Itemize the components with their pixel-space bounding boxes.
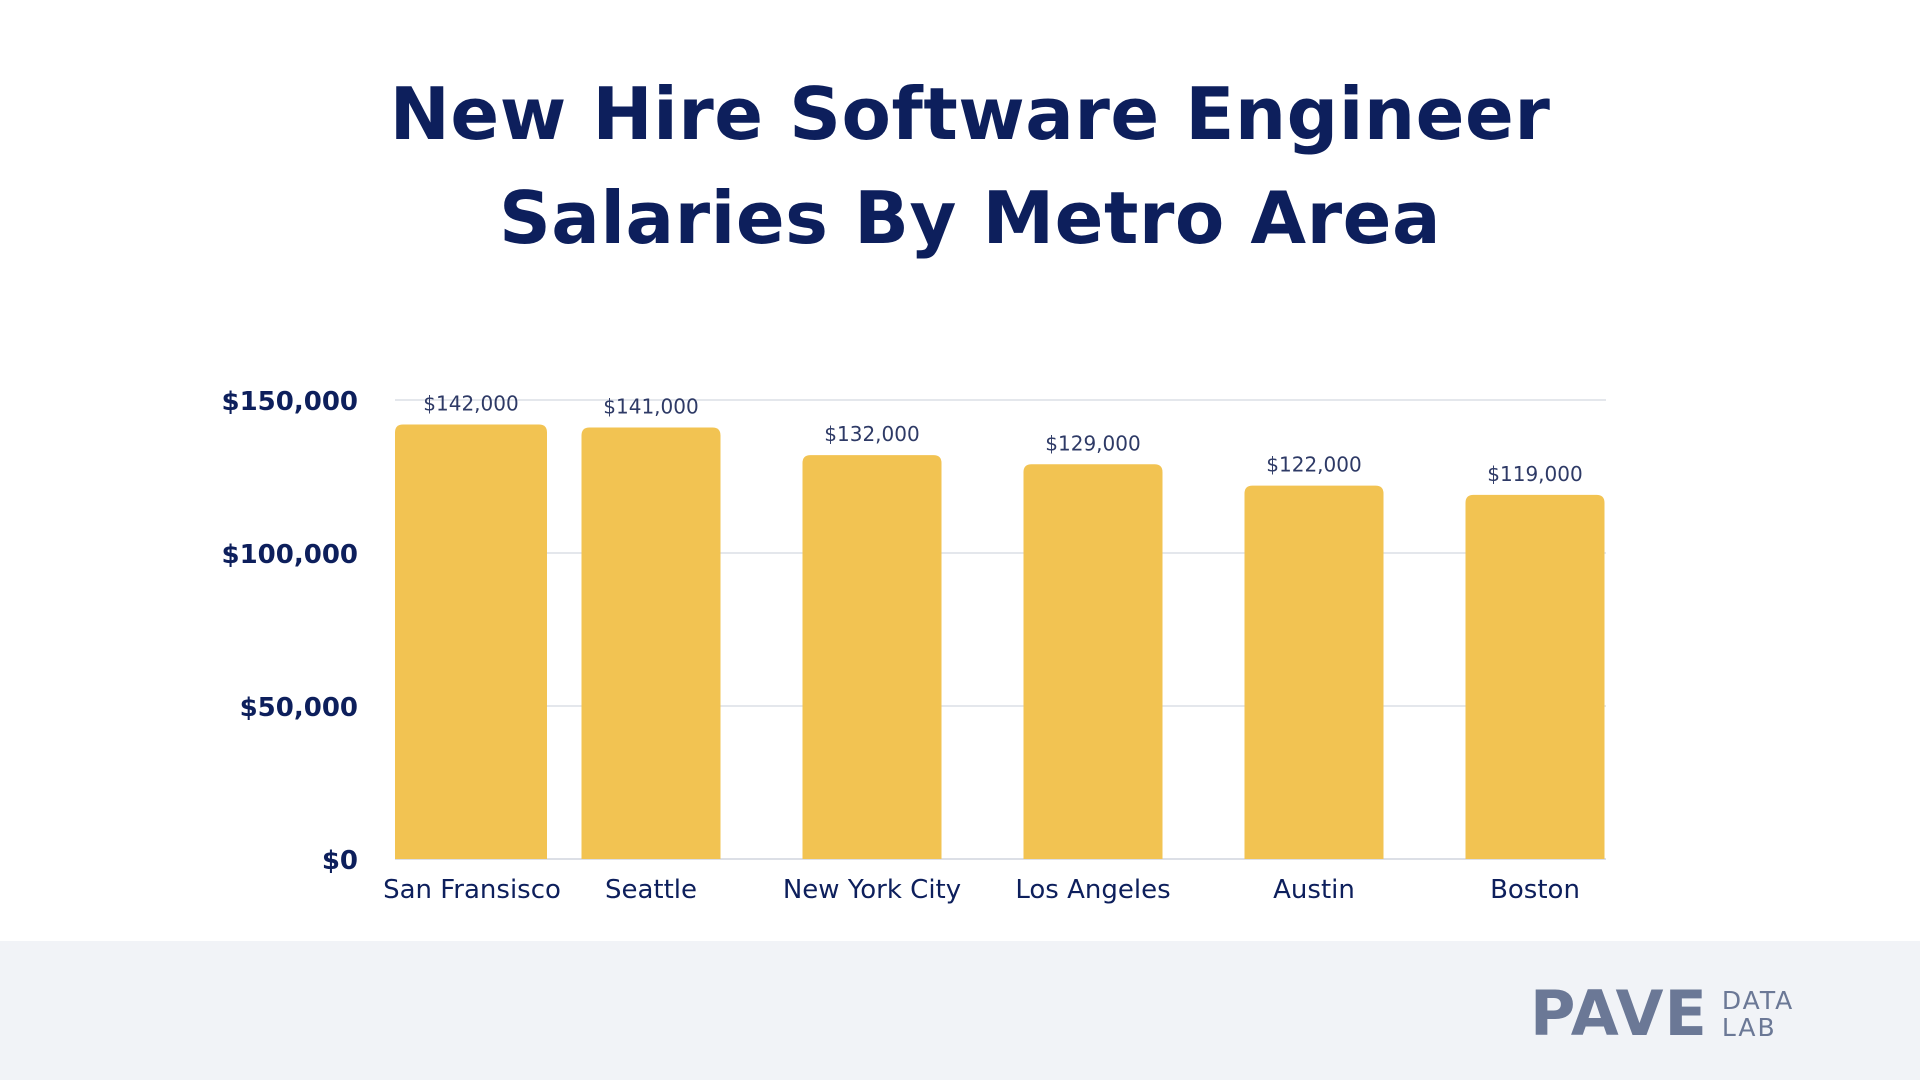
x-category-label: Austin (1273, 875, 1355, 905)
bar-san-fransisco (395, 424, 547, 859)
x-category-label: Boston (1490, 875, 1580, 905)
footer-band (0, 941, 1920, 1080)
x-category-label: San Fransisco (383, 875, 561, 905)
bar-value-label: $141,000 (603, 395, 698, 419)
logo-subtitle-data: DATA (1721, 986, 1795, 1015)
y-tick-label: $50,000 (240, 693, 358, 723)
grid-layer (395, 399, 1606, 860)
chart-title: New Hire Software Engineer Salaries By M… (0, 62, 1920, 270)
bar-value-label: $142,000 (423, 391, 518, 415)
y-tick-label: $150,000 (221, 387, 358, 417)
chart-title-line-1: New Hire Software Engineer (389, 72, 1551, 156)
label-layer: $0 $50,000 $100,000 $150,000 $142,000 San Fra… (221, 387, 1582, 905)
logo-subtitle-lab: LAB (1721, 1013, 1777, 1042)
x-category-label: Los Angeles (1015, 875, 1170, 905)
x-category-label: New York City (783, 875, 961, 905)
y-tick-label: $0 (322, 846, 358, 876)
x-category-label: Seattle (605, 875, 697, 905)
bar-value-label: $122,000 (1266, 453, 1361, 477)
bar-value-label: $119,000 (1487, 462, 1582, 486)
bar-value-label: $132,000 (824, 422, 919, 446)
bar-value-label: $129,000 (1045, 431, 1140, 455)
bar-seattle (581, 427, 721, 859)
logo-wordmark: PAVE (1530, 977, 1708, 1050)
bar-layer (395, 424, 1605, 859)
logo-subtitle: DATA LAB (1722, 987, 1794, 1041)
bar-boston (1465, 494, 1605, 859)
bar-los-angeles (1023, 464, 1163, 859)
y-tick-label: $100,000 (221, 540, 358, 570)
bar-new-york-city (802, 455, 942, 859)
bar-chart: $0 $50,000 $100,000 $150,000 $142,000 San Fra… (221, 387, 1606, 905)
bar-austin (1244, 485, 1384, 859)
chart-title-line-2: Salaries By Metro Area (498, 176, 1442, 260)
pave-data-lab-logo: PAVE DATA LAB (1530, 977, 1794, 1050)
